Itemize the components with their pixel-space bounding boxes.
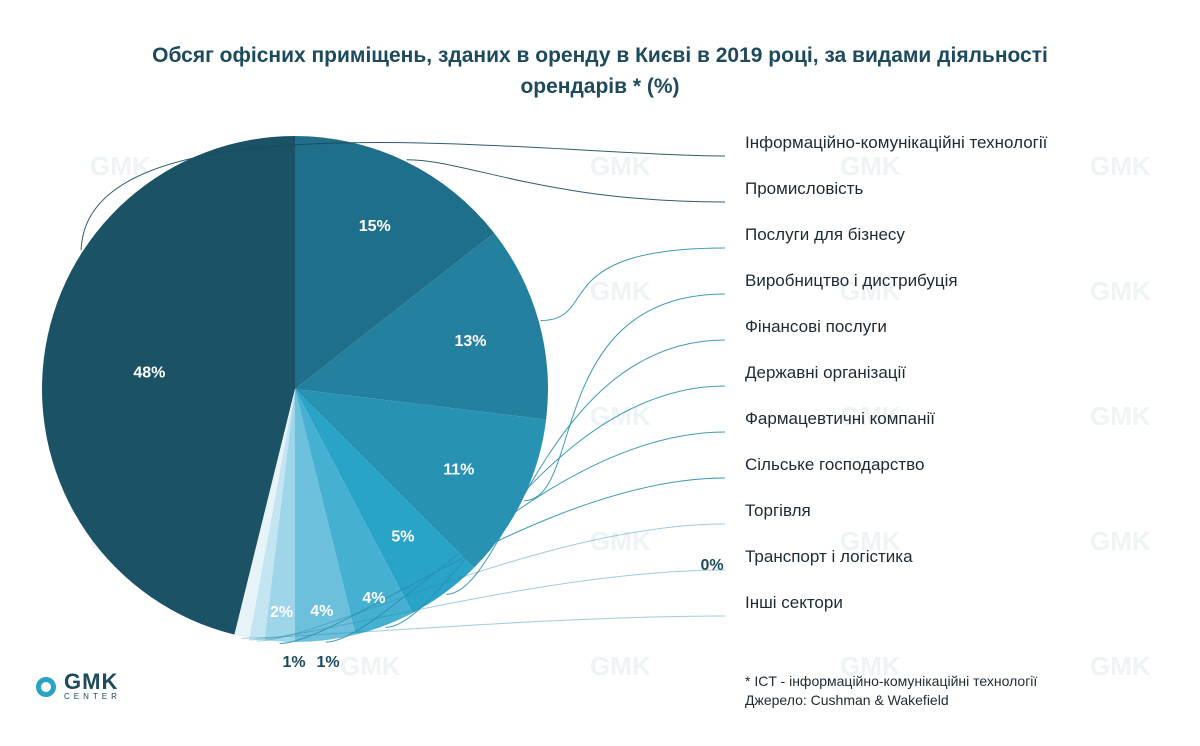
value-label: 15% (359, 218, 391, 235)
watermark: GMK (840, 651, 901, 681)
watermark: GMK (590, 651, 651, 681)
logo-name: GMK (64, 669, 119, 694)
leader-line (256, 523, 726, 642)
leader-line (80, 142, 726, 251)
pie-slice (42, 136, 295, 635)
legend-label: Державні організації (745, 363, 906, 382)
value-label: 5% (391, 529, 414, 546)
legend-label: Торгівля (745, 501, 811, 520)
watermark: GMK (340, 651, 401, 681)
leader-line (325, 431, 726, 643)
logo-sub: CENTER (64, 692, 121, 701)
legend-label: Інші сектори (745, 593, 843, 612)
value-label: 48% (133, 364, 165, 381)
watermark: GMK (1090, 401, 1151, 431)
watermark: GMK (840, 526, 901, 556)
pie-slice (295, 232, 548, 420)
pie-slice (295, 136, 495, 389)
value-label: 0% (700, 557, 723, 574)
pie-slice (295, 389, 474, 614)
watermark: GMK (1090, 526, 1151, 556)
value-label: 13% (454, 333, 486, 350)
legend-label: Фармацевтичні компанії (745, 409, 935, 428)
watermark: GMK (840, 401, 901, 431)
legend-label: Фінансові послуги (745, 317, 887, 336)
watermark: GMK (1090, 151, 1151, 181)
watermark: GMK (590, 401, 651, 431)
leader-line (249, 569, 726, 641)
gmk-logo: GMK CENTER (36, 669, 121, 702)
value-label: 11% (443, 462, 474, 479)
watermark: GMK (840, 151, 901, 181)
value-label: 4% (310, 603, 333, 620)
watermark: GMK (590, 276, 651, 306)
pie-slice (295, 389, 356, 642)
leader-line (279, 477, 726, 645)
pie-slice (249, 389, 295, 641)
leader-line (406, 159, 726, 203)
legend-label: Виробництво і дистрибуція (745, 271, 958, 290)
value-label: 2% (270, 604, 293, 621)
watermark: GMK (90, 151, 151, 181)
pie-slice (264, 389, 295, 642)
logo-ring-icon (36, 677, 56, 697)
chart-title: Обсяг офісних приміщень, зданих в оренду… (152, 44, 1048, 98)
pie-slice (295, 389, 547, 568)
legend-label: Інформаційно-комунікаційні технології (745, 133, 1048, 152)
value-label: 4% (362, 590, 385, 607)
value-label: 1% (316, 654, 339, 671)
leader-line (524, 293, 726, 502)
leader-line (385, 385, 726, 628)
watermark: GMK (1090, 651, 1151, 681)
watermark: GMK (840, 276, 901, 306)
leader-line (241, 615, 726, 639)
leader-line (446, 339, 726, 595)
value-label: 1% (282, 654, 305, 671)
pie-slice (295, 389, 413, 635)
leader-line (540, 247, 726, 322)
footnote-ict: * ICT - інформаційно-комунікаційні техно… (745, 673, 1038, 689)
footnote: * ICT - інформаційно-комунікаційні техно… (745, 672, 1037, 710)
legend-label: Сільське господарство (745, 455, 924, 474)
legend-label: Послуги для бізнесу (745, 225, 905, 244)
pie-slice (234, 389, 295, 638)
watermark: GMK (1090, 276, 1151, 306)
footnote-source: Джерело: Cushman & Wakefield (745, 692, 949, 708)
watermark: GMK (590, 151, 651, 181)
legend-label: Промисловість (745, 179, 863, 198)
legend-label: Транспорт і логістика (745, 547, 913, 566)
watermark: GMK (590, 526, 651, 556)
